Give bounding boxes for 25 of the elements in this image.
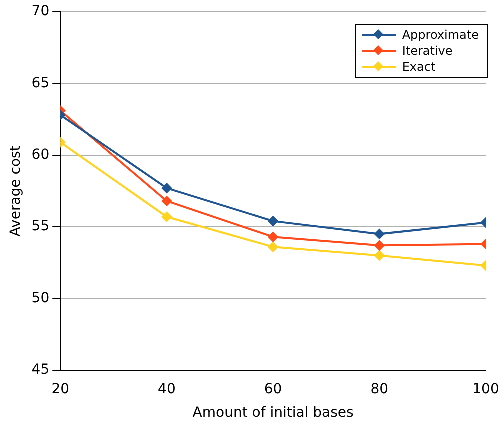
legend-label: Approximate bbox=[402, 28, 479, 42]
point bbox=[162, 196, 172, 206]
point bbox=[162, 212, 172, 222]
y-tick-label: 45 bbox=[32, 362, 50, 378]
y-tick-label: 65 bbox=[32, 75, 50, 92]
legend-label: Exact bbox=[402, 60, 436, 74]
point bbox=[162, 183, 172, 194]
y-tick-label: 50 bbox=[32, 290, 50, 306]
x-axis-title: Amount of initial bases bbox=[192, 405, 354, 422]
legend-label: Iterative bbox=[402, 44, 453, 58]
point bbox=[374, 250, 385, 261]
point bbox=[268, 242, 278, 252]
point bbox=[374, 240, 385, 251]
point bbox=[374, 229, 385, 240]
x-tick-label: 60 bbox=[264, 381, 282, 398]
y-tick-label: 55 bbox=[32, 218, 50, 235]
y-tick-label: 70 bbox=[32, 4, 50, 20]
x-tick-label: 80 bbox=[370, 381, 389, 398]
x-tick-label: 40 bbox=[158, 381, 176, 398]
x-tick-label: 20 bbox=[52, 381, 70, 398]
point bbox=[268, 232, 278, 242]
y-tick-label: 60 bbox=[32, 147, 50, 163]
y-axis-title: Average cost bbox=[8, 145, 24, 237]
x-tick-label: 100 bbox=[472, 381, 500, 398]
point bbox=[268, 216, 278, 226]
